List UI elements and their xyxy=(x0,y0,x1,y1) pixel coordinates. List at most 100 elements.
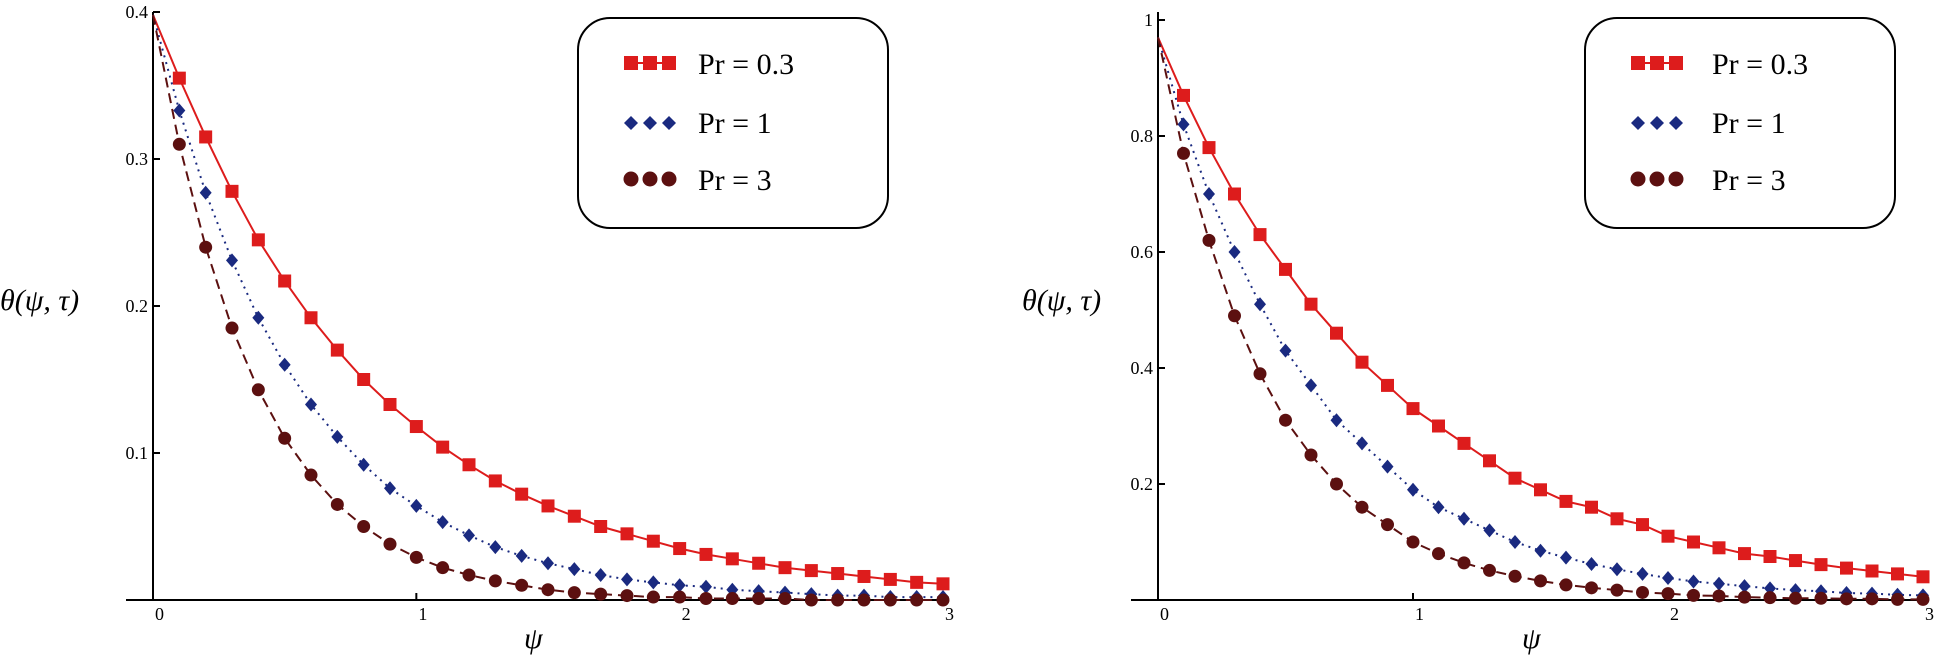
left-marker-pr-1-15 xyxy=(542,556,554,571)
right-marker-pr-0-3-27 xyxy=(1840,561,1853,575)
left-marker-pr-0-3-22 xyxy=(725,552,739,566)
right-marker-pr-0-3-13 xyxy=(1483,454,1496,468)
left-y-tick-label-3: 0.4 xyxy=(126,2,149,22)
right-legend-swatch-pr-1 xyxy=(1631,116,1683,130)
right-marker-pr-3-20 xyxy=(1661,587,1675,601)
left-marker-pr-0-3-2 xyxy=(199,130,213,144)
left-y-tick-label-2: 0.3 xyxy=(126,149,149,169)
right-x-axis-title: ψ xyxy=(1522,622,1542,655)
left-legend-swatch-pr-0-3 xyxy=(624,56,676,70)
right-marker-pr-1-6 xyxy=(1305,378,1317,393)
left-marker-pr-3-3 xyxy=(225,321,239,335)
right-x-tick-label-1: 1 xyxy=(1415,604,1424,624)
left-marker-pr-1-5 xyxy=(278,357,291,372)
left-marker-pr-3-24 xyxy=(778,592,792,606)
left-marker-pr-3-27 xyxy=(857,593,871,607)
right-marker-pr-3-18 xyxy=(1610,583,1624,597)
left-marker-pr-3-5 xyxy=(278,431,292,445)
left-legend-label-pr-0-3: Pr = 0.3 xyxy=(698,48,794,81)
left-marker-pr-1-18 xyxy=(621,572,633,587)
right-marker-pr-1-18 xyxy=(1611,562,1623,577)
right-marker-pr-3-29 xyxy=(1891,592,1904,606)
right-marker-pr-0-3-15 xyxy=(1534,483,1547,497)
right-marker-pr-1-19 xyxy=(1636,566,1649,581)
left-marker-pr-1-20 xyxy=(673,578,686,593)
right-marker-pr-1-21 xyxy=(1687,574,1700,589)
left-marker-pr-1-8 xyxy=(357,457,370,472)
left-chart-panel: θ(ψ, τ) ψ 0 1 2 3 0.1 0.2 0.3 0.4 xyxy=(0,2,954,655)
left-marker-pr-3-30 xyxy=(936,593,950,607)
right-y-tick-label-3: 0.8 xyxy=(1131,126,1154,146)
left-marker-pr-0-3-8 xyxy=(357,373,371,386)
left-marker-pr-0-3-23 xyxy=(752,556,766,570)
right-marker-pr-3-9 xyxy=(1381,518,1394,532)
left-marker-pr-3-8 xyxy=(357,520,371,533)
right-marker-pr-0-3-18 xyxy=(1610,512,1624,526)
left-marker-pr-1-9 xyxy=(384,481,396,496)
right-x-tick-label-2: 2 xyxy=(1670,604,1679,624)
right-marker-pr-1-23 xyxy=(1738,579,1751,594)
right-marker-pr-0-3-2 xyxy=(1202,141,1216,155)
right-marker-pr-0-3-5 xyxy=(1279,262,1292,276)
right-y-tick-label-1: 0.4 xyxy=(1131,358,1154,378)
right-legend-label-pr-3: Pr = 3 xyxy=(1712,164,1786,197)
right-marker-pr-0-3-9 xyxy=(1381,378,1394,392)
left-marker-pr-0-3-14 xyxy=(515,487,529,501)
left-y-tick-label-0: 0.1 xyxy=(126,443,149,463)
right-marker-pr-3-25 xyxy=(1789,591,1802,605)
left-x-tick-label-0: 0 xyxy=(155,604,164,624)
right-marker-pr-3-7 xyxy=(1330,477,1343,491)
left-marker-pr-3-4 xyxy=(251,383,265,397)
right-marker-pr-1-1 xyxy=(1177,117,1190,132)
left-marker-pr-0-3-13 xyxy=(488,474,502,488)
left-marker-pr-3-2 xyxy=(199,240,213,254)
left-marker-pr-1-14 xyxy=(515,548,528,563)
left-y-axis-title: θ(ψ, τ) xyxy=(0,284,79,317)
left-marker-pr-0-3-7 xyxy=(330,343,344,357)
right-marker-pr-1-12 xyxy=(1458,511,1470,526)
right-series-markers-pr-0-3 xyxy=(1177,88,1930,584)
right-y-tick-label-2: 0.6 xyxy=(1131,242,1154,262)
left-marker-pr-3-15 xyxy=(541,583,555,597)
left-legend-swatch-pr-1 xyxy=(624,116,676,130)
right-marker-pr-3-11 xyxy=(1432,547,1445,561)
right-marker-pr-1-11 xyxy=(1432,500,1445,515)
left-marker-pr-3-13 xyxy=(488,574,502,588)
right-marker-pr-3-17 xyxy=(1585,581,1598,595)
left-marker-pr-3-11 xyxy=(436,561,450,575)
right-chart-panel: θ(ψ, τ) ψ 0 1 2 3 0.2 0.4 0.6 0.8 1 xyxy=(1022,10,1934,655)
left-marker-pr-1-2 xyxy=(199,185,212,200)
right-marker-pr-3-14 xyxy=(1508,569,1522,583)
right-marker-pr-0-3-20 xyxy=(1661,529,1675,543)
right-legend-label-pr-0-3: Pr = 0.3 xyxy=(1712,48,1808,81)
right-marker-pr-1-5 xyxy=(1279,343,1292,358)
right-y-tick-label-0: 0.2 xyxy=(1131,474,1154,494)
left-marker-pr-0-3-16 xyxy=(567,509,581,523)
left-marker-pr-0-3-17 xyxy=(594,520,608,533)
right-x-tick-label-3: 3 xyxy=(1925,604,1934,624)
left-marker-pr-0-3-25 xyxy=(804,564,818,578)
left-marker-pr-1-13 xyxy=(489,540,502,555)
right-marker-pr-1-16 xyxy=(1560,550,1572,565)
left-marker-pr-0-3-29 xyxy=(910,575,924,589)
left-marker-pr-1-1 xyxy=(173,103,186,118)
left-marker-pr-0-3-24 xyxy=(778,561,792,575)
right-marker-pr-1-4 xyxy=(1254,297,1266,312)
left-marker-pr-3-28 xyxy=(883,593,897,607)
left-marker-pr-3-14 xyxy=(515,578,529,592)
right-marker-pr-0-3-10 xyxy=(1406,402,1420,416)
right-marker-pr-1-9 xyxy=(1381,459,1394,474)
right-marker-pr-0-3-19 xyxy=(1636,518,1649,532)
left-marker-pr-3-1 xyxy=(172,137,186,151)
left-marker-pr-3-19 xyxy=(646,590,660,604)
left-marker-pr-3-12 xyxy=(462,568,476,582)
left-marker-pr-3-25 xyxy=(804,593,818,607)
left-marker-pr-3-10 xyxy=(409,550,423,564)
left-marker-pr-0-3-26 xyxy=(831,567,845,581)
right-marker-pr-3-23 xyxy=(1738,590,1751,604)
left-marker-pr-0-3-1 xyxy=(172,71,186,85)
right-marker-pr-3-1 xyxy=(1177,146,1190,160)
right-marker-pr-1-17 xyxy=(1585,557,1598,572)
right-marker-pr-1-7 xyxy=(1330,413,1343,428)
